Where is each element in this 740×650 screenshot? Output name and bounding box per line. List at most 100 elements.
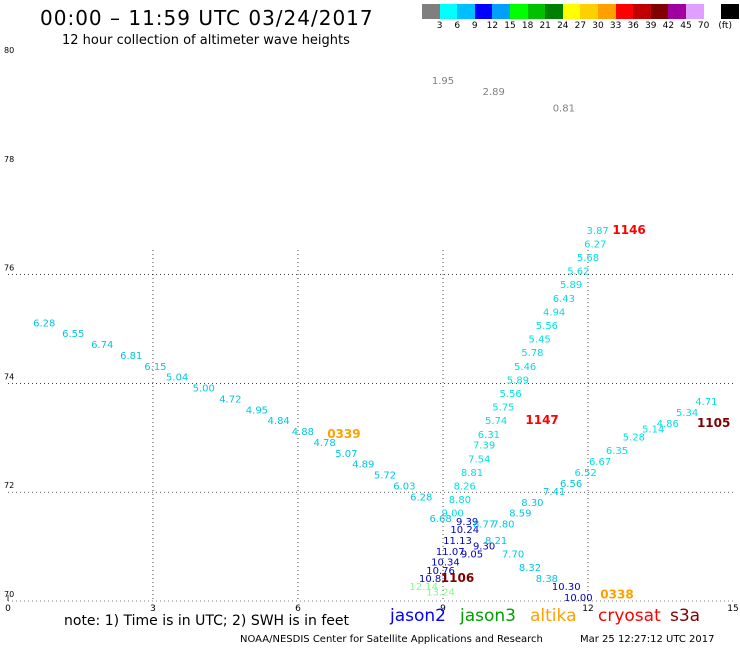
y-tick-label: 72 (4, 481, 14, 490)
wave-height-label: 8.77 (473, 520, 495, 531)
wave-height-label: 6.52 (574, 468, 596, 479)
wave-height-label: 5.78 (521, 348, 543, 359)
y-tick-label: 74 (4, 372, 14, 381)
wave-height-label: 8.26 (454, 481, 476, 492)
colorbar-swatch (597, 4, 616, 19)
grid (8, 250, 733, 601)
x-tick-label: 6 (295, 604, 301, 614)
wave-height-label: 6.27 (584, 239, 606, 250)
wave-height-label: 4.78 (313, 438, 335, 449)
wave-height-label: 0.81 (553, 103, 575, 114)
wave-height-label: 5.00 (193, 384, 215, 395)
colorbar-swatch (439, 4, 458, 19)
colorbar-label: 15 (504, 21, 516, 31)
wave-height-label: 7.41 (543, 487, 565, 498)
colorbar-label: 24 (557, 21, 569, 31)
colorbar-swatch (492, 4, 510, 19)
y-tick-label: 80 (4, 46, 14, 55)
colorbar-label: 42 (662, 21, 675, 31)
wave-height-label: 6.74 (91, 340, 113, 351)
wave-height-label: 5.74 (485, 416, 507, 427)
wave-height-label: 4.84 (268, 416, 290, 427)
wave-height-label: 10.34 (431, 558, 460, 569)
colorbar-label: 45 (680, 21, 692, 31)
legend-s3a: s3a (670, 606, 701, 626)
colorbar-label: 30 (592, 21, 604, 31)
generated-timestamp: Mar 25 12:27:12 UTC 2017 (580, 634, 715, 645)
colorbar-swatch (457, 4, 475, 19)
wave-height-label: 5.89 (560, 280, 582, 291)
wave-height-label: 4.89 (352, 460, 374, 471)
y-tick-label: 76 (4, 264, 14, 273)
wave-height-labels: 1.95 2.89 0.81 6.28 6.55 6.74 6.816.155.04 5.00… (33, 76, 717, 604)
x-tick-label: 15 (727, 604, 738, 614)
wave-height-label: 11.13 (443, 536, 472, 547)
wave-height-label: 6.28 (410, 492, 432, 503)
wave-height-label: 5.75 (492, 403, 514, 414)
wave-height-label: 12.14 (409, 582, 438, 593)
wave-height-label: 4.72 (219, 394, 241, 405)
pass-time-label: 0339 (327, 427, 360, 441)
wave-height-label: 5.62 (567, 267, 589, 278)
colorbar-swatch (509, 4, 528, 19)
colorbar-label: (ft) (718, 21, 732, 31)
x-tick-label: 12 (582, 604, 593, 614)
wave-height-label: 8.32 (519, 563, 541, 574)
colorbar-swatch (721, 4, 739, 19)
wave-height-label: 5.28 (623, 433, 645, 444)
colorbar-label: 39 (645, 21, 657, 31)
colorbar-label: 12 (486, 21, 499, 31)
colorbar-swatch (615, 4, 634, 19)
wave-height-label: 10.81 (419, 574, 448, 585)
y-tick-label: 78 (4, 155, 14, 164)
wave-height-label: 4.88 (292, 427, 314, 438)
wave-height-label: 10.00 (564, 593, 593, 604)
legend-jason2: jason2 (390, 606, 446, 626)
wave-height-label: 6.35 (606, 446, 628, 457)
colorbar-swatch (668, 4, 686, 19)
colorbar-label: 27 (574, 21, 587, 31)
wave-height-label: 6.81 (120, 351, 142, 362)
wave-height-label: 8.21 (485, 536, 507, 547)
wave-height-label: 5.07 (335, 449, 357, 460)
colorbar-swatch (422, 4, 440, 19)
wave-height-label: 5.89 (507, 375, 529, 386)
wave-height-label: 5.04 (166, 373, 188, 384)
colorbar-label: 3 (436, 21, 443, 31)
wave-height-label: 5.56 (536, 321, 558, 332)
colorbar-swatch (633, 4, 651, 19)
colorbar-swatch (580, 4, 598, 19)
wave-height-label: 7.39 (473, 441, 495, 452)
wave-height-label: 8.38 (536, 574, 558, 585)
colorbar-swatch (562, 4, 581, 19)
wave-height-label: 4.95 (246, 405, 268, 416)
wave-height-label: 6.55 (62, 329, 84, 340)
wave-height-label: 6.43 (553, 294, 575, 305)
pass-time-label: 1106 (441, 571, 474, 585)
wave-height-label: 6.68 (429, 514, 451, 525)
wave-height-label: 9.00 (442, 509, 464, 520)
wave-height-label: 3.87 (587, 226, 609, 237)
wave-height-label: 8.81 (461, 468, 483, 479)
wave-height-label: 4.86 (657, 419, 679, 430)
wave-height-label: 11.07 (436, 547, 465, 558)
wave-height-label: 6.67 (589, 457, 611, 468)
wave-height-label: 10.30 (552, 582, 581, 593)
y-tick-label: 70 (4, 590, 14, 599)
axes: 0 3 6 9 12 15 70 72 74 76 78 80 (4, 46, 739, 614)
colorbar-swatch (650, 4, 669, 19)
legend-jason3: jason3 (460, 606, 516, 626)
credit-text: NOAA/NESDIS Center for Satellite Applica… (240, 634, 543, 645)
wave-height-label: 8.30 (521, 498, 543, 509)
pass-time-label: 1105 (697, 416, 730, 430)
colorbar-label: 6 (454, 21, 461, 31)
wave-height-label: 2.89 (483, 87, 505, 98)
colorbar-label: 36 (627, 21, 639, 31)
wave-height-label: 5.45 (529, 335, 551, 346)
wave-height-label: 5.56 (500, 389, 522, 400)
colorbar-label: 9 (471, 21, 478, 31)
note-text: note: 1) Time is in UTC; 2) SWH is in fe… (64, 613, 350, 629)
wave-height-label: 5.34 (676, 408, 698, 419)
wave-height-label: 9.05 (461, 549, 483, 560)
